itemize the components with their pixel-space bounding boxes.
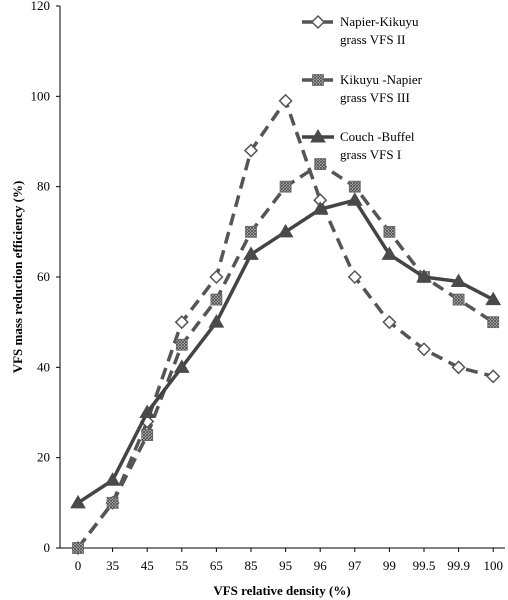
data-point — [104, 472, 121, 486]
data-point — [314, 158, 327, 170]
legend-item: Napier-Kikuyu grass VFS II — [302, 14, 419, 47]
data-point — [381, 246, 398, 260]
data-point — [210, 293, 223, 306]
x-tick-label: 45 — [141, 558, 154, 573]
data-point — [416, 342, 432, 357]
x-tick-label: 99 — [383, 558, 396, 573]
y-tick-label: 60 — [37, 269, 50, 284]
legend-item: Couch -Buffel grass VFS I — [302, 129, 415, 162]
legend: Napier-Kikuyu grass VFS II Kikuyu -Napier g… — [302, 14, 423, 162]
data-point — [279, 180, 292, 193]
series-line — [76, 99, 494, 550]
data-point — [450, 273, 467, 288]
x-tick-label: 85 — [245, 558, 258, 573]
x-tick-label: 96 — [314, 558, 328, 573]
y-tick-label: 100 — [31, 88, 51, 103]
legend-item: Kikuyu -Napier grass VFS III — [302, 72, 423, 105]
data-point — [487, 316, 500, 329]
data-point — [382, 315, 397, 330]
series-layer — [70, 93, 502, 556]
data-point — [243, 246, 259, 260]
legend-marker — [310, 129, 326, 143]
data-point — [141, 429, 154, 441]
legend-label: Napier-Kikuyu — [340, 14, 419, 29]
x-axis-title: VFS relative density (%) — [213, 583, 350, 598]
data-point — [486, 369, 501, 384]
series-line — [77, 198, 495, 505]
legend-label: grass VFS II — [340, 32, 406, 47]
legend-label: grass VFS III — [340, 90, 410, 105]
legend-label: Couch -Buffel — [340, 129, 415, 144]
data-point — [175, 338, 188, 351]
data-point — [347, 269, 362, 285]
data-point — [416, 269, 432, 283]
data-point — [485, 291, 502, 306]
data-point — [348, 180, 361, 193]
data-point — [243, 143, 259, 158]
x-tick-label: 99.5 — [413, 558, 436, 573]
data-point — [139, 404, 156, 418]
legend-label: Kikuyu -Napier — [340, 72, 423, 87]
legend-marker — [312, 74, 324, 86]
series-3 — [70, 192, 502, 509]
y-tick-label: 0 — [44, 540, 51, 555]
data-point — [383, 225, 396, 238]
y-tick-label: 120 — [31, 0, 51, 13]
data-point — [209, 269, 224, 285]
data-point — [106, 496, 119, 509]
legend-marker — [310, 14, 326, 30]
x-ticks: 0 35 45 55 65 85 95 96 97 99 99.5 99.9 100 — [75, 548, 503, 573]
data-point — [278, 93, 293, 108]
y-ticks: 0 20 40 60 80 100 120 — [31, 0, 60, 555]
y-tick-label: 20 — [37, 450, 50, 465]
y-tick-label: 80 — [37, 179, 50, 194]
x-tick-label: 65 — [210, 558, 223, 573]
data-point — [173, 359, 190, 373]
x-tick-label: 100 — [483, 558, 503, 573]
x-tick-label: 35 — [106, 558, 119, 573]
x-tick-label: 55 — [175, 558, 188, 573]
data-point — [208, 314, 225, 328]
data-point — [346, 192, 363, 206]
x-tick-label: 99.9 — [447, 558, 470, 573]
series-line — [76, 162, 495, 550]
x-tick-label: 97 — [348, 558, 362, 573]
data-point — [174, 315, 189, 330]
series-1 — [70, 93, 501, 556]
legend-label: grass VFS I — [340, 147, 401, 162]
x-tick-label: 0 — [75, 558, 82, 573]
y-axis-title: VFS mass reduction efficiency (%) — [10, 181, 25, 374]
data-point — [451, 360, 466, 375]
data-point — [245, 225, 257, 238]
y-tick-label: 40 — [37, 359, 50, 374]
data-point — [72, 542, 84, 554]
x-tick-label: 95 — [279, 558, 292, 573]
data-point — [277, 223, 294, 238]
data-point — [312, 201, 329, 215]
data-point — [452, 293, 465, 306]
data-point — [70, 494, 86, 509]
